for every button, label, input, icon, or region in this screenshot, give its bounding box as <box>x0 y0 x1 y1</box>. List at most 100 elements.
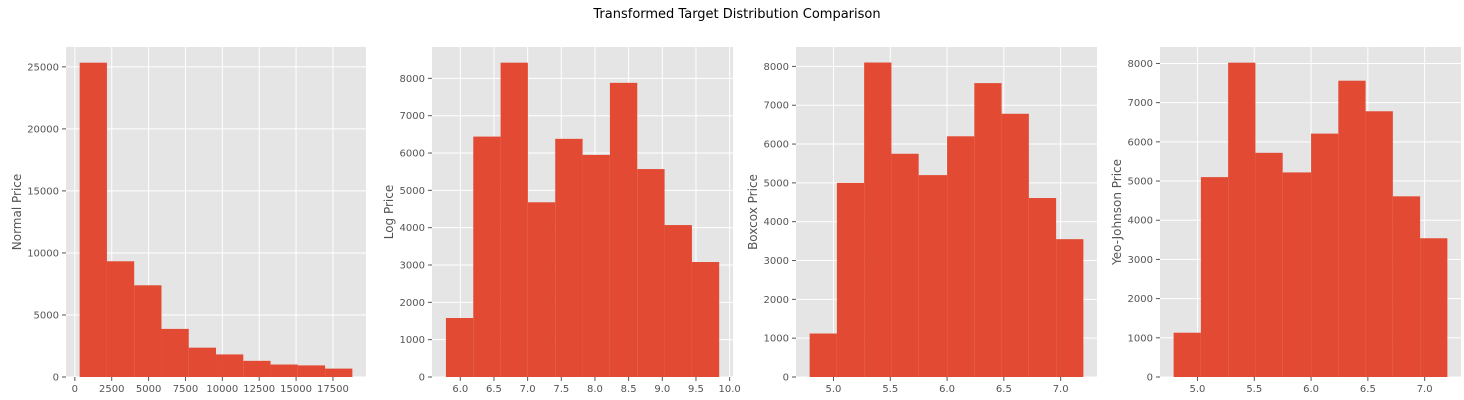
histogram-bar <box>1056 239 1084 377</box>
x-tick-label: 6.5 <box>996 384 1012 395</box>
y-tick-label: 0 <box>1147 373 1153 384</box>
histogram-bar <box>1282 172 1312 377</box>
x-tick-label: 6.5 <box>486 384 502 395</box>
y-axis-label: Log Price <box>382 185 396 240</box>
x-tick-label: 10.0 <box>719 384 741 395</box>
x-tick-label: 9.5 <box>688 384 704 395</box>
histogram-bar <box>1338 80 1366 378</box>
y-tick-label: 8000 <box>1128 59 1153 70</box>
histogram-bar <box>1001 113 1029 377</box>
histogram-bar <box>891 153 919 377</box>
histogram-bar <box>864 62 892 377</box>
y-tick-label: 15000 <box>27 186 59 197</box>
y-tick-label: 5000 <box>34 310 59 321</box>
histogram-bar <box>836 182 865 377</box>
x-tick-label: 5.5 <box>1246 384 1262 395</box>
histogram-bar <box>445 318 474 377</box>
histogram-bar <box>1200 177 1229 377</box>
histogram-bar <box>216 354 244 377</box>
y-tick-label: 7000 <box>764 101 789 112</box>
x-tick-label: 7.5 <box>553 384 569 395</box>
histogram-bar <box>270 364 298 377</box>
histogram-bar <box>609 82 638 378</box>
y-tick-label: 3000 <box>764 256 789 267</box>
histogram-bar <box>134 285 162 377</box>
x-tick-label: 5.0 <box>826 384 842 395</box>
histogram-bar <box>1365 111 1393 377</box>
x-tick-label: 9.0 <box>654 384 670 395</box>
y-tick-label: 2000 <box>764 295 789 306</box>
histogram-bar <box>974 83 1002 377</box>
x-tick-label: 5.5 <box>882 384 898 395</box>
x-tick-label: 7.0 <box>520 384 536 395</box>
histogram-bar <box>637 169 665 377</box>
y-tick-label: 2000 <box>400 298 425 309</box>
y-axis-label: Normal Price <box>10 174 24 251</box>
x-tick-label: 6.5 <box>1360 384 1376 395</box>
y-tick-label: 4000 <box>1128 216 1153 227</box>
x-tick-label: 17500 <box>317 384 349 395</box>
histogram-bar <box>809 333 837 377</box>
histogram-bar <box>297 365 326 377</box>
x-tick-label: 10000 <box>206 384 238 395</box>
histogram-bar <box>1311 133 1339 377</box>
y-tick-label: 4000 <box>400 223 425 234</box>
chart-panel-1: 0 2500 5000 7500 10000 12500 15000 17500 0 5000 10… <box>10 47 366 395</box>
histogram-bar <box>664 225 692 377</box>
y-tick-label: 7000 <box>400 111 425 122</box>
y-tick-label: 5000 <box>400 186 425 197</box>
histogram-bar <box>918 175 948 377</box>
chart-panel-2: 6.0 6.5 7.0 7.5 8.0 8.5 9.0 9.5 10.0 0 1000 2000 300… <box>382 47 741 395</box>
y-axis-label: Yeo-Johnson Price <box>1110 159 1124 266</box>
x-tick-label: 5000 <box>136 384 161 395</box>
y-tick-label: 20000 <box>27 124 59 135</box>
histogram-bar <box>1255 152 1283 377</box>
y-tick-label: 8000 <box>764 62 789 73</box>
x-tick-label: 6.0 <box>452 384 468 395</box>
histogram-bar <box>325 368 353 377</box>
histogram-bar <box>555 138 583 377</box>
histogram-bar <box>691 262 720 377</box>
x-tick-label: 12500 <box>243 384 275 395</box>
histogram-bar <box>1420 238 1448 377</box>
histogram-bar <box>243 360 271 377</box>
x-tick-label: 7500 <box>173 384 198 395</box>
y-tick-label: 0 <box>419 373 425 384</box>
x-tick-label: 8.0 <box>587 384 603 395</box>
y-tick-label: 6000 <box>400 149 425 160</box>
histogram-bar <box>1028 198 1057 377</box>
histogram-bar <box>79 62 107 378</box>
x-tick-label: 7.0 <box>1417 384 1433 395</box>
histogram-bar <box>161 328 189 377</box>
y-tick-label: 5000 <box>764 178 789 189</box>
y-tick-label: 3000 <box>400 261 425 272</box>
y-tick-label: 25000 <box>27 62 59 73</box>
x-tick-label: 15000 <box>280 384 312 395</box>
x-tick-label: 7.0 <box>1053 384 1069 395</box>
y-tick-label: 4000 <box>764 217 789 228</box>
histogram-bar <box>1173 332 1201 377</box>
y-tick-label: 1000 <box>400 335 425 346</box>
x-tick-label: 5.0 <box>1190 384 1206 395</box>
histogram-bar <box>527 202 556 377</box>
y-tick-label: 5000 <box>1128 177 1153 188</box>
histogram-bar <box>1392 196 1421 377</box>
x-tick-label: 2500 <box>99 384 124 395</box>
y-tick-label: 2000 <box>1128 294 1153 305</box>
y-tick-label: 8000 <box>400 74 425 85</box>
y-axis-label: Boxcox Price <box>746 174 760 250</box>
y-tick-label: 6000 <box>1128 137 1153 148</box>
histogram-bar <box>188 347 217 377</box>
histogram-bar <box>106 261 135 377</box>
histogram-bar <box>947 136 975 377</box>
y-tick-label: 1000 <box>1128 333 1153 344</box>
x-tick-label: 6.0 <box>1303 384 1319 395</box>
x-tick-label: 0 <box>72 384 78 395</box>
x-tick-label: 6.0 <box>939 384 955 395</box>
y-tick-label: 0 <box>53 373 59 384</box>
y-tick-label: 0 <box>783 373 789 384</box>
figure-title: Transformed Target Distribution Comparis… <box>592 7 880 22</box>
chart-panel-3: 5.0 5.5 6.0 6.5 7.0 0 1000 2000 3000 4000 5000 6000… <box>746 47 1097 395</box>
chart-panel-4: 5.0 5.5 6.0 6.5 7.0 0 1000 2000 3000 4000 5000 6000… <box>1110 47 1461 395</box>
